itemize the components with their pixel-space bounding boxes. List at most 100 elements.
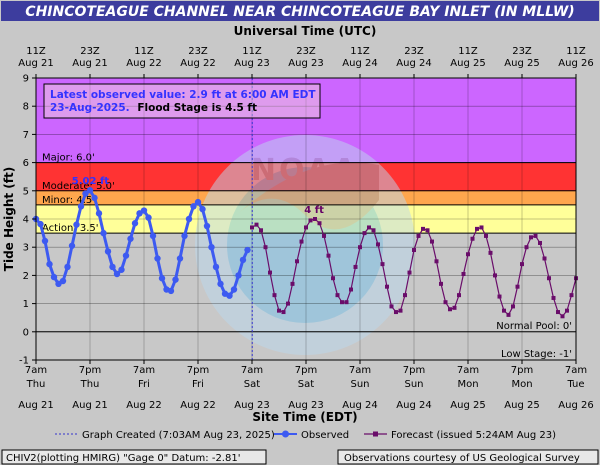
forecast-point xyxy=(367,225,371,230)
bottom-tick-label: Aug 25 xyxy=(450,400,485,411)
top-tick-label: Aug 21 xyxy=(72,58,107,69)
forecast-point xyxy=(331,276,335,281)
top-tick-label: Aug 23 xyxy=(234,58,269,69)
forecast-point xyxy=(380,262,385,267)
forecast-point xyxy=(358,245,362,250)
top-tick-label: 23Z xyxy=(188,46,208,57)
observed-point xyxy=(68,242,76,249)
observed-point xyxy=(217,280,224,288)
observed-point xyxy=(199,205,206,213)
forecast-point xyxy=(299,239,304,244)
observed-point xyxy=(86,187,94,194)
bottom-tick-label: Aug 21 xyxy=(72,400,107,411)
forecast-point xyxy=(506,312,511,317)
observed-series-markers xyxy=(32,187,251,299)
observed-point xyxy=(149,232,157,240)
observed-point xyxy=(100,229,107,237)
forecast-point xyxy=(443,300,448,305)
y-tick-label: 9 xyxy=(23,74,29,85)
forecast-point xyxy=(290,281,295,286)
latest-value-date: 23-Aug-2025. xyxy=(50,102,130,114)
top-tick-label: 23Z xyxy=(512,46,532,57)
bottom-tick-label: Mon xyxy=(511,379,532,390)
forecast-point xyxy=(349,287,353,292)
top-tick-label: 11Z xyxy=(566,46,586,57)
legend-observed-label: Observed xyxy=(301,430,349,441)
footer-credit-box xyxy=(337,449,599,465)
forecast-point xyxy=(313,217,317,221)
observed-point xyxy=(46,260,53,268)
forecast-point xyxy=(286,301,290,306)
observed-point xyxy=(113,270,121,278)
forecast-point xyxy=(515,284,520,289)
bottom-axis-ticks: 7am Thu Aug 21 7pm Thu Aug 21 7am Fri Aug 22 7pm F… xyxy=(18,360,594,411)
top-tick-label: Aug 24 xyxy=(342,58,377,69)
observed-point xyxy=(91,194,98,202)
forecast-point xyxy=(308,218,313,223)
peak-label: 5.02 ft xyxy=(72,176,110,187)
forecast-point xyxy=(295,259,299,264)
bottom-tick-label: Tue xyxy=(566,379,584,390)
bottom-tick-label: Aug 22 xyxy=(126,400,161,411)
footer-datum-box xyxy=(1,449,267,465)
bottom-tick-label: Aug 24 xyxy=(396,400,431,411)
y-tick-label: 1 xyxy=(23,299,29,310)
top-tick-label: 23Z xyxy=(296,46,316,57)
forecast-point xyxy=(259,228,263,233)
top-tick-label: Aug 26 xyxy=(558,58,593,69)
y-tick-label: 4 xyxy=(23,215,29,226)
top-tick-label: 11Z xyxy=(134,46,154,57)
observed-point xyxy=(122,252,130,259)
observed-point xyxy=(172,276,179,283)
forecast-point xyxy=(457,293,461,298)
legend-forecast-swatch-marker xyxy=(373,431,378,437)
observed-point xyxy=(181,232,188,240)
forecast-point xyxy=(317,221,322,226)
observed-point xyxy=(59,277,67,285)
bottom-tick-label: Sun xyxy=(350,379,369,390)
forecast-point xyxy=(448,307,452,312)
y-tick-label: 2 xyxy=(23,271,29,282)
observed-point xyxy=(104,248,112,255)
forecast-point xyxy=(389,304,394,309)
y-tick-label: 6 xyxy=(23,158,29,169)
forecast-point xyxy=(281,310,286,315)
flood-band-label: Major: 6.0' xyxy=(42,153,95,164)
forecast-point xyxy=(565,308,569,313)
bottom-tick-label: Aug 23 xyxy=(234,400,269,411)
top-tick-label: Aug 21 xyxy=(18,58,53,69)
y-tick-label: 7 xyxy=(23,130,29,141)
peak-label: 4 ft xyxy=(304,205,324,216)
forecast-point xyxy=(470,236,475,241)
reference-lines: Major: 6.0' Moderate: 5.0' Minor: 4.5' Acti… xyxy=(36,153,576,360)
legend: Graph Created (7:03AM Aug 23, 2025) Obse… xyxy=(55,430,556,441)
y-tick-label: -1 xyxy=(19,356,29,367)
bottom-tick-label: 7pm xyxy=(187,365,209,376)
forecast-point xyxy=(475,226,479,231)
bottom-tick-label: Mon xyxy=(457,379,478,390)
observed-point xyxy=(235,272,242,279)
top-tick-label: Aug 22 xyxy=(180,58,215,69)
forecast-point xyxy=(452,305,457,310)
observed-point xyxy=(95,210,103,217)
forecast-point xyxy=(466,252,470,257)
forecast-point xyxy=(277,308,281,313)
reference-line-label: Normal Pool: 0' xyxy=(496,321,572,332)
top-tick-label: Aug 25 xyxy=(450,58,485,69)
observed-point xyxy=(212,263,220,271)
bottom-tick-label: 7am xyxy=(241,365,263,376)
forecast-point xyxy=(520,262,524,267)
top-tick-label: 11Z xyxy=(458,46,478,57)
bottom-tick-label: 7pm xyxy=(403,365,425,376)
flood-band-label: Action: 3.5' xyxy=(42,223,99,234)
top-tick-label: 23Z xyxy=(404,46,424,57)
observed-point xyxy=(244,246,251,254)
observed-point xyxy=(82,190,89,197)
forecast-point xyxy=(425,228,430,233)
observed-point xyxy=(37,220,44,228)
forecast-point xyxy=(398,308,403,313)
forecast-point xyxy=(556,310,560,315)
observed-point xyxy=(73,221,80,228)
